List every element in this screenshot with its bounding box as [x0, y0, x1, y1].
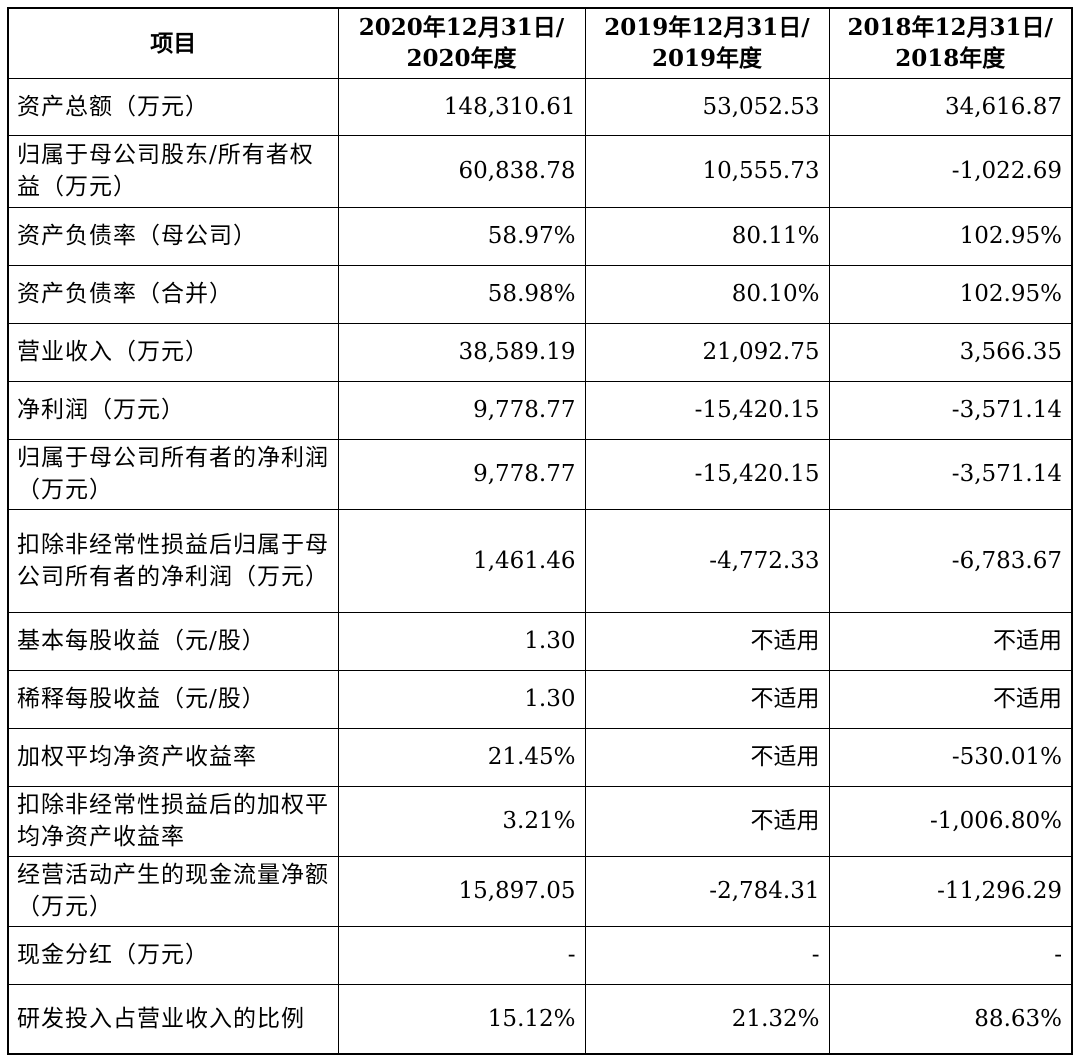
value-2018: 不适用 — [828, 669, 1073, 729]
value-2019: 不适用 — [584, 669, 830, 729]
value-2018: -11,296.29 — [828, 855, 1073, 927]
value-2020: 21.45% — [337, 727, 586, 787]
value-2018: - — [828, 925, 1073, 985]
value-2019: 80.10% — [584, 264, 830, 324]
value-2020: 38,589.19 — [337, 322, 586, 382]
table-row: 归属于母公司所有者的净利润（万元） 9,778.77 -15,420.15 -3… — [7, 438, 1073, 510]
row-label: 稀释每股收益（元/股） — [7, 669, 339, 729]
value-2018: -530.01% — [828, 727, 1073, 787]
row-label: 扣除非经常性损益后的加权平均净资产收益率 — [7, 785, 339, 857]
value-2020: 148,310.61 — [337, 77, 586, 136]
value-2019: -15,420.15 — [584, 438, 830, 510]
table-row: 扣除非经常性损益后归属于母公司所有者的净利润（万元） 1,461.46 -4,7… — [7, 508, 1073, 613]
value-2019: 不适用 — [584, 727, 830, 787]
header-2019: 2019年12月31日/2019年度 — [584, 7, 830, 79]
value-2019: 21,092.75 — [584, 322, 830, 382]
value-2018: -1,006.80% — [828, 785, 1073, 857]
value-2019: 不适用 — [584, 611, 830, 671]
value-2019: -4,772.33 — [584, 508, 830, 613]
row-label: 归属于母公司股东/所有者权益（万元） — [7, 134, 339, 208]
value-2020: 3.21% — [337, 785, 586, 857]
value-2019: 10,555.73 — [584, 134, 830, 208]
value-2019: -15,420.15 — [584, 380, 830, 440]
value-2019: - — [584, 925, 830, 985]
value-2020: 58.98% — [337, 264, 586, 324]
row-label: 净利润（万元） — [7, 380, 339, 440]
table-row: 基本每股收益（元/股） 1.30 不适用 不适用 — [7, 611, 1073, 671]
value-2018: 102.95% — [828, 264, 1073, 324]
value-2020: 9,778.77 — [337, 380, 586, 440]
header-row: 项目 2020年12月31日/2020年度 2019年12月31日/2019年度… — [7, 7, 1073, 79]
header-item: 项目 — [7, 7, 339, 79]
value-2020: 60,838.78 — [337, 134, 586, 208]
value-2018: 34,616.87 — [828, 77, 1073, 136]
table-row: 研发投入占营业收入的比例 15.12% 21.32% 88.63% — [7, 983, 1073, 1055]
row-label: 扣除非经常性损益后归属于母公司所有者的净利润（万元） — [7, 508, 339, 613]
value-2019: 21.32% — [584, 983, 830, 1055]
row-label: 归属于母公司所有者的净利润（万元） — [7, 438, 339, 510]
value-2018: 102.95% — [828, 206, 1073, 266]
value-2020: - — [337, 925, 586, 985]
value-2018: -6,783.67 — [828, 508, 1073, 613]
row-label: 资产负债率（合并） — [7, 264, 339, 324]
financial-indicators-table: 项目 2020年12月31日/2020年度 2019年12月31日/2019年度… — [7, 7, 1073, 1055]
value-2020: 1.30 — [337, 669, 586, 729]
value-2020: 9,778.77 — [337, 438, 586, 510]
table-row: 净利润（万元） 9,778.77 -15,420.15 -3,571.14 — [7, 380, 1073, 440]
value-2019: -2,784.31 — [584, 855, 830, 927]
table-row: 加权平均净资产收益率 21.45% 不适用 -530.01% — [7, 727, 1073, 787]
table-row: 扣除非经常性损益后的加权平均净资产收益率 3.21% 不适用 -1,006.80… — [7, 785, 1073, 857]
table-row: 稀释每股收益（元/股） 1.30 不适用 不适用 — [7, 669, 1073, 729]
table-row: 经营活动产生的现金流量净额（万元） 15,897.05 -2,784.31 -1… — [7, 855, 1073, 927]
table-row: 资产负债率（合并） 58.98% 80.10% 102.95% — [7, 264, 1073, 324]
row-label: 基本每股收益（元/股） — [7, 611, 339, 671]
header-2018: 2018年12月31日/2018年度 — [828, 7, 1073, 79]
value-2020: 15,897.05 — [337, 855, 586, 927]
row-label: 加权平均净资产收益率 — [7, 727, 339, 787]
table-row: 现金分红（万元） - - - — [7, 925, 1073, 985]
value-2020: 58.97% — [337, 206, 586, 266]
table-row: 资产负债率（母公司） 58.97% 80.11% 102.95% — [7, 206, 1073, 266]
financial-table-container: 项目 2020年12月31日/2020年度 2019年12月31日/2019年度… — [7, 7, 1073, 1055]
value-2020: 1,461.46 — [337, 508, 586, 613]
value-2019: 不适用 — [584, 785, 830, 857]
value-2018: 3,566.35 — [828, 322, 1073, 382]
value-2018: -3,571.14 — [828, 380, 1073, 440]
value-2019: 80.11% — [584, 206, 830, 266]
row-label: 现金分红（万元） — [7, 925, 339, 985]
value-2018: -1,022.69 — [828, 134, 1073, 208]
row-label: 资产总额（万元） — [7, 77, 339, 136]
value-2019: 53,052.53 — [584, 77, 830, 136]
row-label: 营业收入（万元） — [7, 322, 339, 382]
value-2020: 1.30 — [337, 611, 586, 671]
value-2018: 不适用 — [828, 611, 1073, 671]
value-2018: 88.63% — [828, 983, 1073, 1055]
value-2020: 15.12% — [337, 983, 586, 1055]
row-label: 经营活动产生的现金流量净额（万元） — [7, 855, 339, 927]
header-2020: 2020年12月31日/2020年度 — [337, 7, 586, 79]
table-row: 资产总额（万元） 148,310.61 53,052.53 34,616.87 — [7, 77, 1073, 136]
value-2018: -3,571.14 — [828, 438, 1073, 510]
row-label: 研发投入占营业收入的比例 — [7, 983, 339, 1055]
table-row: 归属于母公司股东/所有者权益（万元） 60,838.78 10,555.73 -… — [7, 134, 1073, 208]
row-label: 资产负债率（母公司） — [7, 206, 339, 266]
table-row: 营业收入（万元） 38,589.19 21,092.75 3,566.35 — [7, 322, 1073, 382]
